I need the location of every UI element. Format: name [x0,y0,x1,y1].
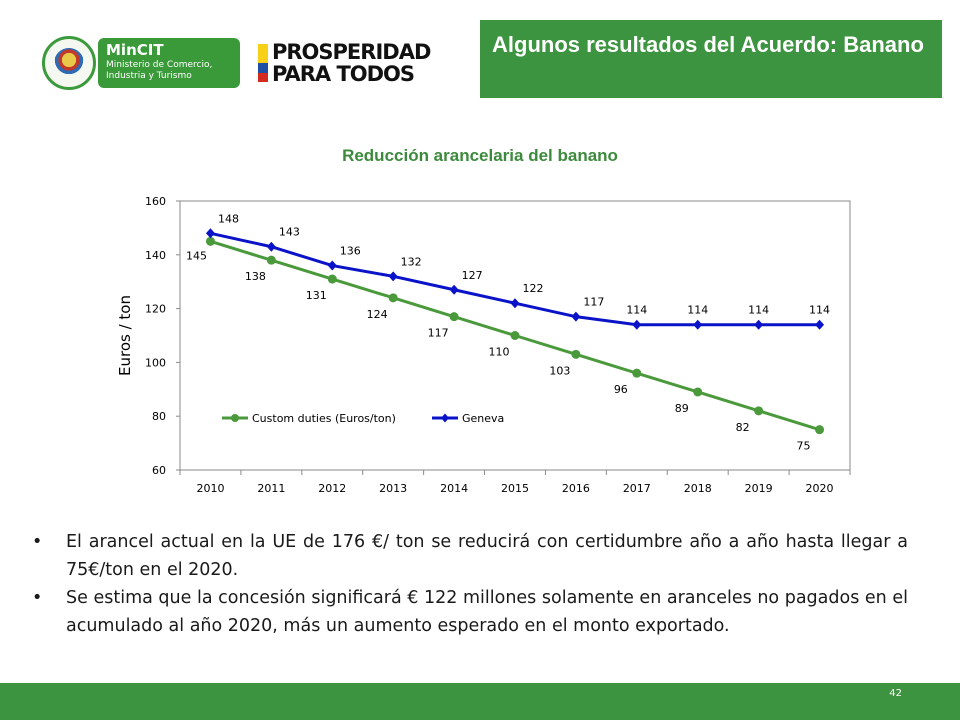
data-label-custom-duties: 82 [736,421,750,434]
bullet-item: • El arancel actual en la UE de 176 €/ t… [32,528,908,584]
colombia-seal-logo [42,36,96,90]
data-label-geneva: 114 [748,304,769,317]
data-label-custom-duties: 103 [549,364,570,377]
prosperidad-logo: PROSPERIDAD PARA TODOS [258,40,431,86]
data-label-custom-duties: 145 [186,249,207,262]
colombia-flag-icon [258,44,268,82]
mincit-logo-subtitle: Ministerio de Comercio, Industria y Turi… [106,60,213,81]
y-tick-label: 80 [152,410,166,423]
data-point-custom-duties [693,387,703,397]
data-point-custom-duties [388,293,398,303]
bullet-item: • Se estima que la concesión significará… [32,584,908,640]
data-point-custom-duties [632,368,642,378]
footer-bar: 42 [0,683,960,720]
data-point-geneva [205,228,215,239]
data-point-custom-duties [205,236,215,246]
x-tick-label: 2011 [257,482,285,495]
x-tick-label: 2020 [806,482,834,495]
legend-marker [441,413,449,423]
data-point-geneva [754,319,764,330]
x-tick-label: 2014 [440,482,468,495]
page-number: 42 [889,688,902,699]
x-tick-label: 2013 [379,482,407,495]
x-tick-label: 2019 [745,482,773,495]
data-label-geneva: 122 [523,282,544,295]
data-label-geneva: 114 [687,304,708,317]
data-point-custom-duties [266,255,276,265]
legend-marker [231,414,239,422]
data-point-geneva [266,241,276,252]
data-label-custom-duties: 96 [614,383,628,396]
series-line-geneva [210,231,820,327]
data-point-geneva [510,298,520,309]
data-label-custom-duties: 89 [675,402,689,415]
tariff-chart-svg: Reducción arancelaria del banano 60 80 100 1… [116,146,851,495]
plot-area [179,200,851,471]
data-point-custom-duties [510,331,520,340]
legend-label: Custom duties (Euros/ton) [252,412,396,425]
bullet-list: • El arancel actual en la UE de 176 €/ t… [32,528,908,640]
seal-emblem-icon [54,48,84,78]
data-point-geneva [693,319,703,330]
data-label-custom-duties: 75 [797,440,811,453]
prosperidad-logo-line2: PARA TODOS [272,62,415,86]
data-point-geneva [632,319,642,330]
data-label-geneva: 132 [401,255,422,268]
data-point-geneva [388,271,398,282]
x-tick-label: 2018 [684,482,712,495]
data-label-geneva: 136 [340,245,361,258]
x-tick-label: 2015 [501,482,529,495]
bullet-text: El arancel actual en la UE de 176 €/ ton… [66,532,908,580]
prosperidad-logo-line1: PROSPERIDAD [272,40,431,64]
bullet-dot-icon: • [32,532,43,552]
data-point-custom-duties [449,312,459,322]
data-label-geneva: 117 [583,296,604,309]
data-label-custom-duties: 138 [245,270,266,283]
tariff-chart: Reducción arancelaria del banano 60 80 100 1… [110,140,860,510]
x-tick-label: 2016 [562,482,590,495]
data-label-geneva: 127 [462,269,483,282]
y-tick-label: 100 [145,356,166,369]
data-point-geneva [449,284,459,295]
data-point-custom-duties [327,274,337,284]
data-point-geneva [571,311,581,322]
legend-label: Geneva [462,412,504,425]
chart-title: Reducción arancelaria del banano [342,146,618,165]
slide-title: Algunos resultados del Acuerdo: Banano [480,20,942,98]
data-label-geneva: 148 [218,212,239,225]
data-point-custom-duties [571,349,581,359]
data-point-geneva [815,319,825,330]
bullet-dot-icon: • [32,588,43,608]
data-label-geneva: 114 [809,304,830,317]
data-point-custom-duties [815,425,825,435]
mincit-logo: MinCIT Ministerio de Comercio, Industria… [98,38,240,88]
y-axis-label: Euros / ton [116,295,134,376]
data-point-custom-duties [754,406,764,416]
x-tick-label: 2017 [623,482,651,495]
x-tick-label: 2010 [196,482,224,495]
data-label-custom-duties: 117 [428,327,449,340]
y-tick-label: 160 [145,195,166,208]
data-label-custom-duties: 131 [306,289,327,302]
data-label-geneva: 114 [626,304,647,317]
bullet-text: Se estima que la concesión significará €… [66,588,908,636]
data-label-geneva: 143 [279,226,300,239]
y-tick-label: 140 [145,249,166,262]
x-tick-label: 2012 [318,482,346,495]
data-label-custom-duties: 110 [489,346,510,359]
y-tick-label: 120 [145,303,166,316]
y-tick-label: 60 [152,464,166,477]
data-label-custom-duties: 124 [367,308,388,321]
data-point-geneva [327,260,337,271]
mincit-logo-title: MinCIT [106,41,164,59]
